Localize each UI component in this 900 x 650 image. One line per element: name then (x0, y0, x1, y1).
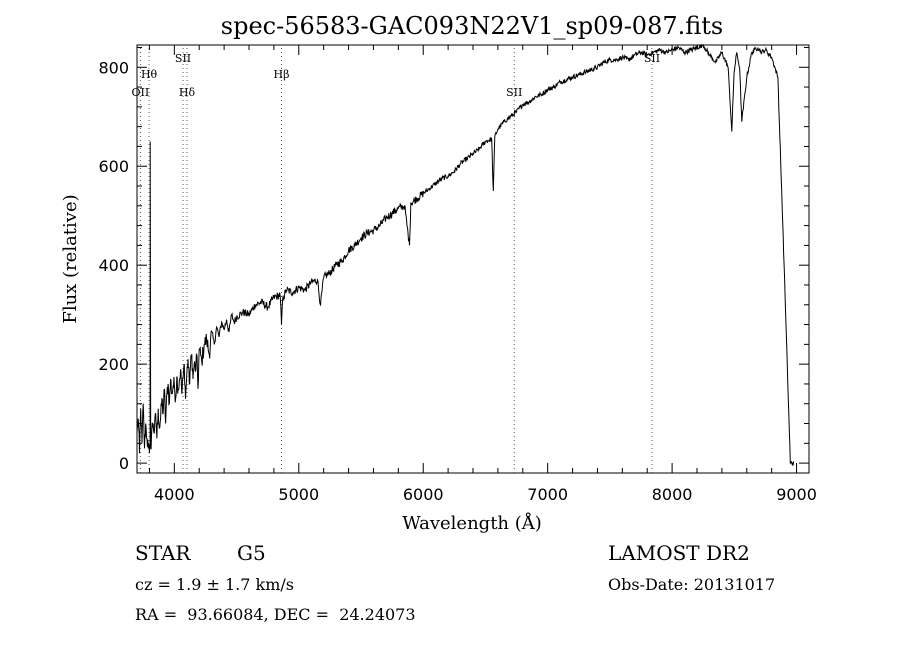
plot-frame (136, 44, 810, 474)
x-tick-label: 5000 (278, 485, 319, 504)
chart-title: spec-56583-GAC093N22V1_sp09-087.fits (221, 12, 723, 40)
marker-label: Hθ (141, 68, 158, 81)
x-tick-label: 9000 (776, 485, 817, 504)
y-tick-labels: 0 200 400 600 800 (98, 58, 129, 473)
axis-ticks (137, 45, 809, 473)
spectrum-line (136, 43, 795, 466)
x-axis-label: Wavelength (Å) (402, 512, 542, 534)
x-tick-label: 8000 (652, 485, 693, 504)
y-tick-label: 200 (98, 355, 129, 374)
marker-label: SII (506, 86, 522, 99)
survey-label: LAMOST DR2 (608, 541, 750, 565)
x-tick-label: 4000 (154, 485, 195, 504)
marker-label: SII (644, 52, 660, 65)
x-tick-label: 7000 (527, 485, 568, 504)
y-tick-label: 600 (98, 157, 129, 176)
y-tick-label: 800 (98, 58, 129, 77)
redshift-label: cz = 1.9 ± 1.7 km/s (135, 575, 294, 594)
y-tick-label: 400 (98, 256, 129, 275)
marker-label: Hδ (179, 86, 196, 99)
object-type-label: STAR (135, 541, 191, 565)
x-tick-label: 6000 (403, 485, 444, 504)
marker-label: Hβ (274, 68, 290, 81)
spectral-line-markers: OII Hθ SII Hδ Hβ SII SII (132, 45, 660, 473)
subclass-label: G5 (237, 541, 266, 565)
x-tick-labels: 4000 5000 6000 7000 8000 9000 (154, 485, 817, 504)
marker-label: OII (132, 86, 150, 99)
y-tick-label: 0 (119, 454, 129, 473)
observation-date-label: Obs-Date: 20131017 (608, 575, 775, 594)
marker-label: SII (175, 52, 191, 65)
coordinates-label: RA = 93.66084, DEC = 24.24073 (135, 605, 416, 624)
y-axis-label: Flux (relative) (60, 194, 81, 323)
